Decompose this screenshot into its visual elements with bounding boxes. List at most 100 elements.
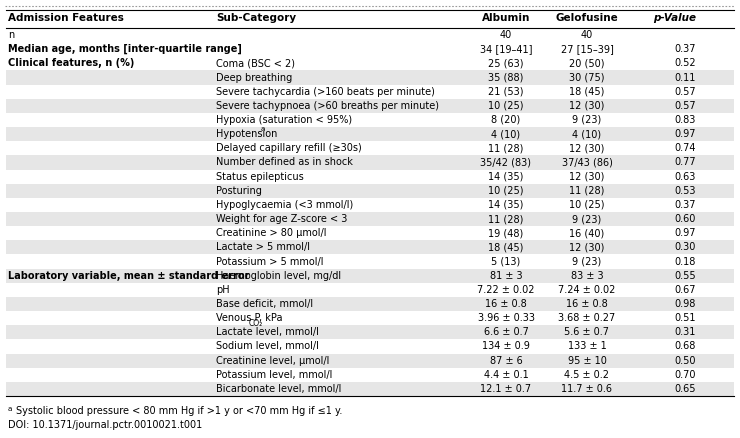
- Text: 27 [15–39]: 27 [15–39]: [561, 44, 613, 54]
- Text: Posturing: Posturing: [216, 186, 262, 196]
- Text: 0.53: 0.53: [674, 186, 696, 196]
- Text: Clinical features, n (%): Clinical features, n (%): [8, 58, 135, 68]
- Text: 0.60: 0.60: [675, 214, 696, 224]
- Text: 133 ± 1: 133 ± 1: [568, 342, 606, 351]
- Text: a: a: [8, 406, 13, 412]
- Bar: [6, 353, 734, 367]
- Text: CO₂: CO₂: [249, 318, 263, 328]
- Text: Severe tachypnoea (>60 breaths per minute): Severe tachypnoea (>60 breaths per minut…: [216, 101, 439, 111]
- Text: Hypotension: Hypotension: [216, 129, 278, 139]
- Text: 7.24 ± 0.02: 7.24 ± 0.02: [558, 285, 616, 295]
- Text: 0.31: 0.31: [675, 327, 696, 337]
- Text: a: a: [260, 126, 265, 131]
- Bar: [6, 297, 734, 311]
- Text: Sodium level, mmol/l: Sodium level, mmol/l: [216, 342, 319, 351]
- Text: 0.51: 0.51: [674, 313, 696, 323]
- Text: DOI: 10.1371/journal.pctr.0010021.t001: DOI: 10.1371/journal.pctr.0010021.t001: [8, 420, 202, 430]
- Text: Coma (BSC < 2): Coma (BSC < 2): [216, 58, 295, 68]
- Text: 34 [19–41]: 34 [19–41]: [480, 44, 532, 54]
- Text: Potassium level, mmol/l: Potassium level, mmol/l: [216, 370, 332, 380]
- Text: 35/42 (83): 35/42 (83): [480, 158, 531, 167]
- Text: 0.11: 0.11: [675, 73, 696, 82]
- Text: Haemoglobin level, mg/dl: Haemoglobin level, mg/dl: [216, 271, 341, 281]
- Text: 0.67: 0.67: [674, 285, 696, 295]
- Text: Bicarbonate level, mmol/l: Bicarbonate level, mmol/l: [216, 384, 341, 394]
- Bar: [6, 99, 734, 113]
- Text: 6.6 ± 0.7: 6.6 ± 0.7: [483, 327, 528, 337]
- Text: pH: pH: [216, 285, 229, 295]
- Text: 0.37: 0.37: [674, 200, 696, 210]
- Bar: [6, 240, 734, 254]
- Text: 5 (13): 5 (13): [491, 257, 521, 267]
- Text: 11 (28): 11 (28): [488, 214, 524, 224]
- Text: 4 (10): 4 (10): [491, 129, 520, 139]
- Text: 8 (20): 8 (20): [491, 115, 521, 125]
- Text: Hypoglycaemia (<3 mmol/l): Hypoglycaemia (<3 mmol/l): [216, 200, 353, 210]
- Text: Admission Features: Admission Features: [8, 13, 124, 23]
- Text: 12 (30): 12 (30): [569, 143, 605, 153]
- Text: Laboratory variable, mean ± standard error: Laboratory variable, mean ± standard err…: [8, 271, 249, 281]
- Text: 12.1 ± 0.7: 12.1 ± 0.7: [480, 384, 531, 394]
- Bar: [6, 382, 734, 396]
- Text: 9 (23): 9 (23): [572, 115, 602, 125]
- Text: 10 (25): 10 (25): [569, 200, 605, 210]
- Text: 25 (63): 25 (63): [488, 58, 524, 68]
- Text: 40: 40: [581, 30, 593, 40]
- Text: Lactate > 5 mmol/l: Lactate > 5 mmol/l: [216, 242, 310, 252]
- Text: 40: 40: [500, 30, 512, 40]
- Text: Creatinine > 80 μmol/l: Creatinine > 80 μmol/l: [216, 228, 326, 238]
- Text: Lactate level, mmol/l: Lactate level, mmol/l: [216, 327, 319, 337]
- Bar: [6, 325, 734, 339]
- Text: 12 (30): 12 (30): [569, 101, 605, 111]
- Text: 0.18: 0.18: [675, 257, 696, 267]
- Text: 0.52: 0.52: [674, 58, 696, 68]
- Text: 87 ± 6: 87 ± 6: [490, 356, 522, 366]
- Text: 0.57: 0.57: [674, 87, 696, 97]
- Text: 16 ± 0.8: 16 ± 0.8: [485, 299, 527, 309]
- Text: 0.55: 0.55: [674, 271, 696, 281]
- Text: 4 (10): 4 (10): [573, 129, 602, 139]
- Text: Status epilepticus: Status epilepticus: [216, 172, 303, 182]
- Text: 0.70: 0.70: [674, 370, 696, 380]
- Text: Weight for age Z-score < 3: Weight for age Z-score < 3: [216, 214, 347, 224]
- Text: 0.65: 0.65: [674, 384, 696, 394]
- Text: 19 (48): 19 (48): [488, 228, 524, 238]
- Text: 0.83: 0.83: [675, 115, 696, 125]
- Text: 16 (40): 16 (40): [569, 228, 605, 238]
- Text: 4.5 ± 0.2: 4.5 ± 0.2: [565, 370, 610, 380]
- Text: Sub-Category: Sub-Category: [216, 13, 296, 23]
- Text: 0.74: 0.74: [674, 143, 696, 153]
- Bar: [6, 184, 734, 198]
- Text: 21 (53): 21 (53): [488, 87, 524, 97]
- Text: 0.63: 0.63: [675, 172, 696, 182]
- Text: 83 ± 3: 83 ± 3: [571, 271, 603, 281]
- Text: 20 (50): 20 (50): [569, 58, 605, 68]
- Bar: [6, 212, 734, 226]
- Text: 30 (75): 30 (75): [569, 73, 605, 82]
- Text: 0.77: 0.77: [674, 158, 696, 167]
- Text: Severe tachycardia (>160 beats per minute): Severe tachycardia (>160 beats per minut…: [216, 87, 435, 97]
- Text: 0.37: 0.37: [674, 44, 696, 54]
- Text: Delayed capillary refill (≥30s): Delayed capillary refill (≥30s): [216, 143, 362, 153]
- Text: 10 (25): 10 (25): [488, 186, 524, 196]
- Text: Albumin: Albumin: [482, 13, 530, 23]
- Text: 134 ± 0.9: 134 ± 0.9: [482, 342, 530, 351]
- Text: 3.96 ± 0.33: 3.96 ± 0.33: [477, 313, 534, 323]
- Text: n: n: [8, 30, 14, 40]
- Text: 18 (45): 18 (45): [488, 242, 524, 252]
- Text: 37/43 (86): 37/43 (86): [562, 158, 613, 167]
- Text: 9 (23): 9 (23): [572, 257, 602, 267]
- Text: 0.57: 0.57: [674, 101, 696, 111]
- Text: 16 ± 0.8: 16 ± 0.8: [566, 299, 608, 309]
- Text: Gelofusine: Gelofusine: [556, 13, 619, 23]
- Bar: [6, 127, 734, 141]
- Text: Venous P: Venous P: [216, 313, 260, 323]
- Text: 4.4 ± 0.1: 4.4 ± 0.1: [484, 370, 528, 380]
- Text: , kPa: , kPa: [258, 313, 282, 323]
- Bar: [6, 71, 734, 85]
- Text: 12 (30): 12 (30): [569, 242, 605, 252]
- Bar: [6, 268, 734, 283]
- Text: 7.22 ± 0.02: 7.22 ± 0.02: [477, 285, 535, 295]
- Text: Creatinine level, μmol/l: Creatinine level, μmol/l: [216, 356, 329, 366]
- Text: 12 (30): 12 (30): [569, 172, 605, 182]
